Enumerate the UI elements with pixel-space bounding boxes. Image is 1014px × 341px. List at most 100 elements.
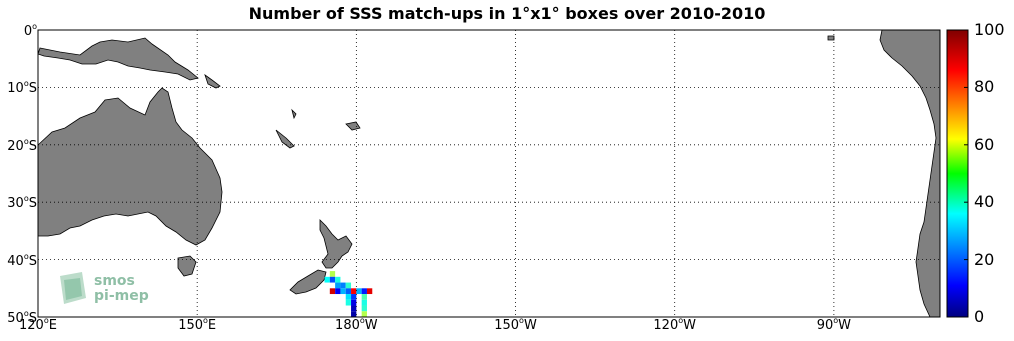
logo-line-2: pi-mep: [94, 288, 149, 304]
latitude-label-value: 50: [7, 311, 24, 326]
chart-title: Number of SSS match-ups in 1°x1° boxes o…: [248, 4, 766, 23]
longitude-label: 120oE: [3, 316, 73, 334]
latitude-label: 40oS: [0, 251, 37, 269]
latitude-label-value: 10: [7, 81, 24, 97]
degree-symbol: o: [23, 309, 29, 318]
heatmap-cell: [361, 305, 367, 312]
degree-symbol: o: [23, 194, 29, 204]
heatmap-cell: [366, 288, 373, 295]
longitude-label: 90oW: [799, 316, 869, 334]
fiji-islands: [345, 121, 361, 131]
latitude-label-value: 30: [7, 196, 24, 212]
heatmap-cell: [324, 276, 330, 283]
longitude-label: 180oW: [321, 316, 391, 334]
longitude-label-value: 180: [335, 318, 360, 333]
degree-symbol: o: [32, 22, 37, 31]
degree-symbol: o: [678, 316, 684, 325]
galapagos-islands: [827, 35, 835, 41]
longitude-label-hemisphere: E: [207, 318, 217, 333]
new-guinea-landmass: [38, 37, 199, 81]
degree-symbol: o: [359, 316, 365, 325]
latitude-label: 0o: [0, 22, 37, 40]
smos-pi-mep-logo: smos pi-mep: [56, 270, 156, 310]
map-frame: [37, 29, 941, 318]
colorbar-tick-label: 100: [974, 20, 1005, 39]
degree-symbol: o: [23, 136, 29, 146]
south-america-landmass: [879, 30, 940, 317]
heatmap-cell: [351, 305, 357, 312]
latitude-label-value: 40: [7, 253, 24, 269]
heatmap-cell: [351, 311, 357, 317]
latitude-label-hemisphere: S: [28, 311, 37, 326]
longitude-label-value: 150: [178, 318, 204, 333]
heatmap-cell: [335, 276, 341, 283]
logo-emblem-icon: [60, 272, 86, 304]
heatmap-cell: [356, 288, 362, 295]
map-area: [38, 30, 940, 317]
heatmap-cell: [351, 288, 357, 295]
heatmap-cell: [340, 288, 346, 295]
land-layer: [38, 30, 940, 317]
colorbar-tick-label: 0: [974, 307, 985, 326]
latitude-label-hemisphere: S: [28, 138, 37, 154]
degree-symbol: o: [833, 316, 839, 325]
latitude-label-hemisphere: S: [28, 81, 37, 97]
heatmap-cell: [329, 271, 336, 277]
degree-symbol: o: [23, 79, 29, 89]
degree-symbol: o: [43, 316, 49, 325]
latitude-label: 10oS: [0, 79, 37, 97]
latitude-label-value: 0: [23, 24, 33, 39]
heatmap-cell: [329, 276, 336, 283]
colorbar-tick-label: 40: [974, 192, 995, 212]
heatmap-cell: [361, 299, 367, 306]
colorbar-gradient: [946, 29, 969, 318]
heatmap-cell: [329, 288, 336, 295]
longitude-label-hemisphere: W: [523, 318, 537, 333]
degree-symbol: o: [23, 251, 29, 261]
latitude-label: 20oS: [0, 136, 37, 154]
latitude-label-value: 20: [7, 138, 24, 154]
heatmap-cell: [345, 299, 352, 306]
latitude-label-hemisphere: S: [28, 253, 37, 269]
colorbar-tick-label: 60: [974, 134, 995, 154]
logo-text: smos pi-mep: [94, 274, 149, 304]
latitude-label: 30oS: [0, 194, 37, 212]
longitude-label-value: 90: [816, 318, 834, 333]
longitude-label-value: 120: [19, 318, 44, 333]
longitude-label: 150oW: [481, 316, 551, 334]
degree-symbol: o: [519, 316, 524, 325]
vanuatu-islands: [291, 108, 297, 120]
heatmap-cell: [345, 282, 352, 289]
australia-landmass: [38, 87, 223, 246]
tasmania-landmass: [177, 255, 197, 277]
degree-symbol: o: [203, 316, 208, 325]
longitude-label: 150oE: [162, 316, 232, 334]
heatmap-cell: [361, 288, 367, 295]
heatmap-cell: [340, 282, 346, 289]
colorbar-ticks: [964, 29, 968, 318]
longitude-label-hemisphere: W: [838, 318, 852, 333]
new-caledonia-island: [275, 129, 295, 149]
longitude-label-hemisphere: W: [364, 318, 378, 333]
colorbar-tick-label: 80: [974, 77, 995, 97]
heatmap-cell: [335, 288, 341, 295]
heatmap-cell: [361, 294, 367, 300]
heatmap-cell: [361, 311, 367, 317]
colorbar: [946, 29, 969, 318]
heatmap-cell: [351, 294, 357, 300]
heatmap-cell: [345, 294, 352, 300]
longitude-label: 120oW: [640, 316, 710, 334]
logo-line-1: smos: [94, 273, 135, 289]
longitude-label-hemisphere: E: [48, 318, 57, 333]
heatmap-cell: [345, 288, 352, 295]
colorbar-tick-label: 20: [974, 249, 995, 269]
latitude-label: 50oS: [0, 309, 37, 327]
heatmap-cells: [324, 271, 373, 317]
new-zealand-north-island: [319, 219, 353, 269]
new-zealand-south-island: [289, 269, 327, 295]
heatmap-cell: [351, 299, 357, 306]
longitude-label-value: 120: [653, 318, 679, 333]
latitude-label-hemisphere: S: [28, 196, 37, 212]
heatmap-cell: [335, 282, 341, 289]
longitude-label-value: 150: [494, 318, 520, 333]
